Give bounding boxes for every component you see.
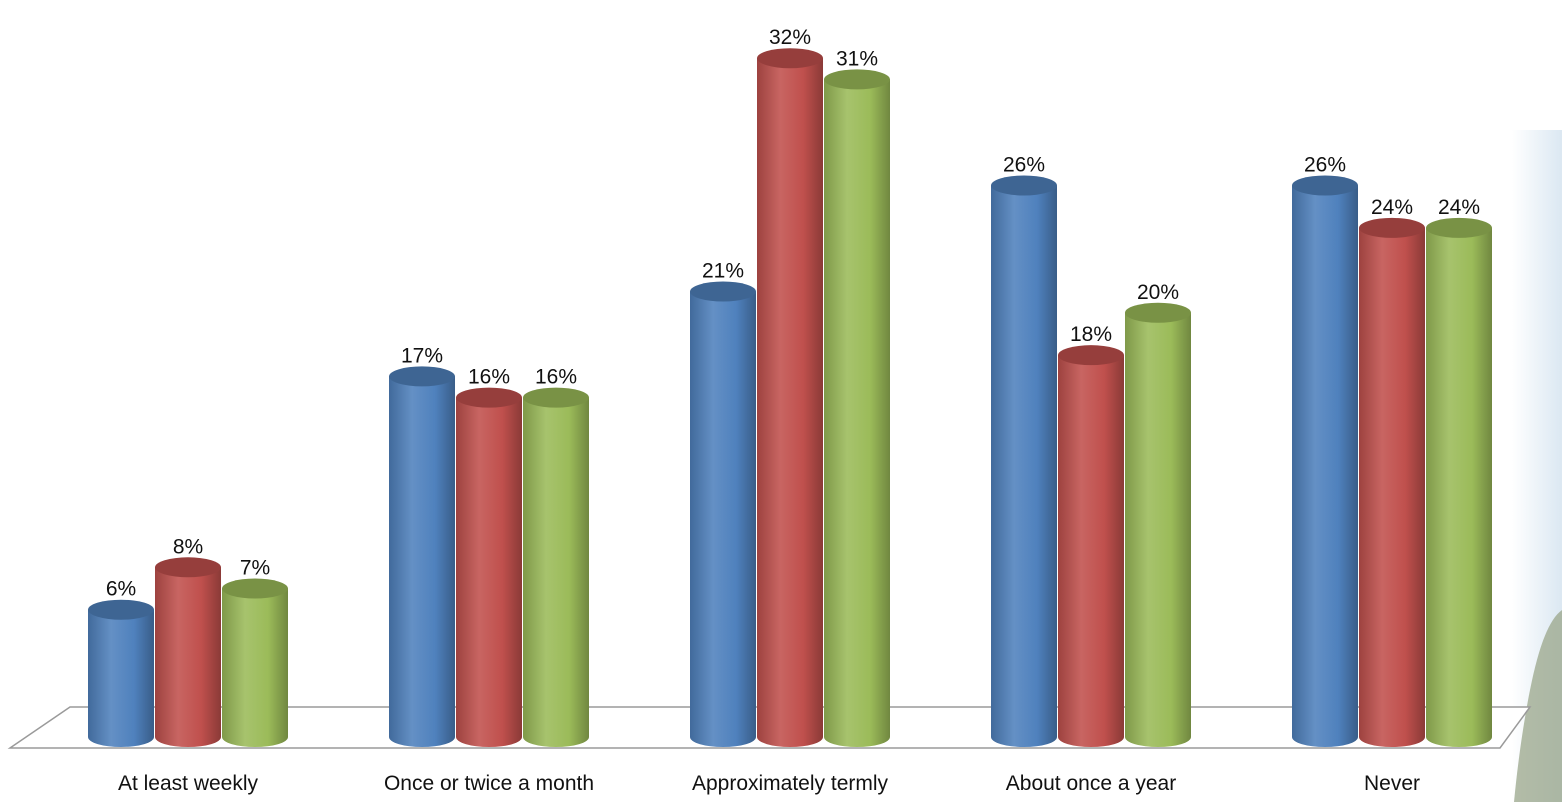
data-label: 26% [1003,153,1045,176]
bar-cap [690,281,756,302]
bar-body [1058,355,1124,747]
bar-body [1426,227,1492,748]
bar-cap [757,48,823,69]
bar-cap [824,69,890,90]
data-label: 24% [1371,196,1413,219]
category-label: Once or twice a month [384,772,594,795]
bar-body [757,58,823,748]
bar [690,281,756,747]
bar-body [1359,227,1425,748]
bar-body [523,397,589,747]
bar [1426,217,1492,748]
bar [155,557,221,747]
category-label: Approximately termly [692,772,889,795]
data-label: 20% [1137,281,1179,304]
bar-cap [88,599,154,620]
bar [1292,175,1358,747]
bar-cap [1292,175,1358,196]
category-label: About once a year [1006,772,1176,795]
category-label: Never [1364,772,1420,795]
bars [88,48,1492,748]
bar-body [222,588,288,747]
category-label: At least weekly [118,772,259,795]
bar [88,599,154,747]
data-label: 17% [401,344,443,367]
bar [1058,345,1124,747]
bar [523,387,589,747]
bar-cap [222,578,288,599]
bar [991,175,1057,747]
bar-cap [456,387,522,408]
data-label: 16% [468,366,510,389]
bar-cap [389,366,455,387]
data-label: 7% [240,557,270,580]
data-label: 16% [535,366,577,389]
data-label: 6% [106,578,136,601]
bar-body [389,376,455,747]
bar-cap [523,387,589,408]
bar [389,366,455,747]
bar-body [155,567,221,747]
bar-cap [1359,217,1425,238]
bar-body [456,397,522,747]
data-label: 8% [173,535,203,558]
bar [757,48,823,748]
background-tree [1514,610,1562,802]
data-label: 18% [1070,323,1112,346]
bar-body [824,79,890,747]
bar-cap [155,557,221,578]
data-label: 31% [836,47,878,70]
data-label: 26% [1304,153,1346,176]
data-label: 21% [702,260,744,283]
bar-cap [991,175,1057,196]
bar-cap [1426,217,1492,238]
bar-body [1292,185,1358,747]
bar-cap [1058,345,1124,366]
data-label: 32% [769,26,811,49]
bar [1125,302,1191,747]
category-labels: At least weekly Once or twice a month Appr… [118,772,1420,795]
bar-cap [1125,302,1191,323]
bar-body [690,291,756,747]
data-label: 24% [1438,196,1480,219]
bar-body [991,185,1057,747]
data-labels: 6% 8% 7% 17% 16% 16% 21% 32% 31% 26% 18% 20% 26% 24% 2… [106,26,1480,601]
bar [824,69,890,747]
bar-body [88,609,154,747]
background-decoration [1512,130,1562,802]
bar [1359,217,1425,748]
bar-body [1125,312,1191,747]
bar [456,387,522,747]
bar [222,578,288,747]
